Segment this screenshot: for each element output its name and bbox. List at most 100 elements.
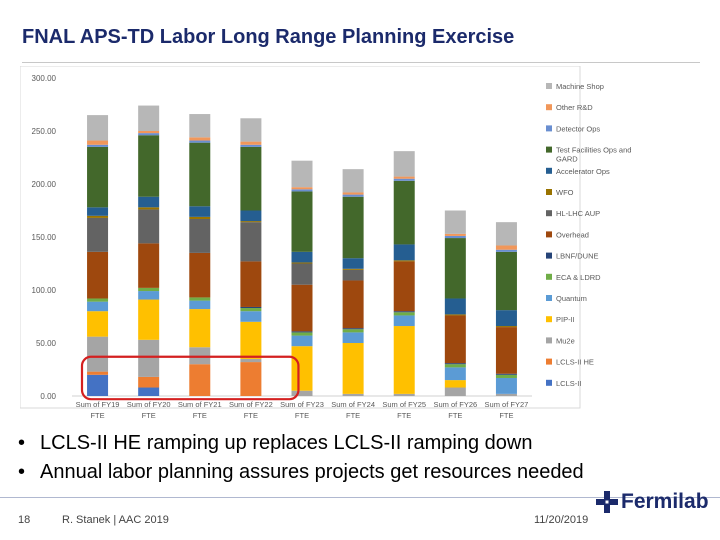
bar-segment: [138, 243, 160, 288]
bar-segment: [87, 301, 109, 312]
footer-date: 11/20/2019: [534, 514, 589, 526]
bar-segment: [87, 215, 109, 218]
bar-segment: [189, 142, 211, 207]
bar-segment: [444, 380, 466, 388]
y-tick-label: 200.00: [32, 180, 57, 189]
legend-label: Overhead: [556, 230, 589, 239]
legend-label: Mu2e: [556, 336, 575, 345]
bar-segment: [444, 364, 466, 368]
bar-segment: [495, 245, 517, 250]
x-tick-label: Sum of FY27: [485, 400, 529, 409]
x-tick-label: Sum of FY20: [127, 400, 171, 409]
bullet-item: • Annual labor planning assures projects …: [18, 461, 584, 483]
bar-segment: [189, 297, 211, 301]
bar-segment: [240, 311, 262, 322]
bar-segment: [444, 210, 466, 234]
bar-segment: [342, 280, 364, 329]
bar-segment: [444, 367, 466, 381]
legend-label: Test Facilities Ops and: [556, 146, 631, 155]
legend-swatch: [546, 146, 552, 153]
bar-segment: [240, 362, 262, 396]
bar-segment: [444, 233, 466, 236]
chart-legend: Machine Shop Other R&D Detector Ops Test Fa…: [546, 82, 631, 388]
bar-segment: [393, 315, 415, 327]
bar-segment: [291, 191, 313, 252]
bar-segment: [291, 160, 313, 188]
legend-swatch: [546, 167, 552, 174]
bar-segment: [342, 343, 364, 394]
fermilab-logo-icon: [596, 491, 618, 513]
bar-segment: [240, 141, 262, 145]
bar-segment: [393, 326, 415, 394]
legend-swatch: [546, 295, 552, 301]
bar-segment: [291, 390, 313, 396]
legend-label: Detector Ops: [556, 124, 600, 133]
x-tick-label: FTE: [295, 411, 309, 420]
bar-segment: [240, 146, 262, 211]
bar-segment: [291, 262, 313, 264]
bar-segment: [444, 298, 466, 315]
bar-segment: [444, 363, 466, 365]
bar-segment: [87, 374, 109, 396]
bar-segment: [189, 140, 211, 143]
bar-segment: [495, 326, 517, 328]
bar-segment: [444, 238, 466, 299]
bar-segment: [393, 261, 415, 312]
bar-segment: [87, 115, 109, 141]
bar-segment: [495, 393, 517, 396]
x-tick-label: FTE: [90, 411, 104, 420]
highlight-box: [80, 355, 300, 401]
bar-segment: [291, 335, 313, 347]
bar-segment: [342, 269, 364, 281]
bar-segment: [495, 251, 517, 311]
legend-label: HL-LHC AUP: [556, 209, 600, 218]
bar-segment: [240, 144, 262, 147]
bar-segment: [189, 364, 211, 396]
bar-segment: [87, 298, 109, 302]
y-tick-label: 150.00: [32, 233, 57, 242]
bar-segment: [393, 312, 415, 316]
bar-segment: [291, 189, 313, 192]
bar-segment: [138, 299, 160, 340]
y-tick-label: 0.00: [40, 392, 56, 401]
bar-segment: [495, 327, 517, 374]
bar-segment: [87, 217, 109, 252]
x-tick-label: FTE: [397, 411, 411, 420]
bar-segment: [138, 287, 160, 292]
bar-segment: [138, 196, 160, 208]
x-tick-label: FTE: [142, 411, 156, 420]
bar-segment: [189, 218, 211, 253]
bar-segment: [291, 346, 313, 391]
bar-segment: [342, 196, 364, 259]
chart-border: [20, 66, 581, 409]
bar-segment: [444, 314, 466, 316]
legend-swatch: [546, 379, 552, 386]
bar-segment: [495, 374, 517, 378]
x-tick-label: Sum of FY25: [382, 400, 426, 409]
x-tick-label: FTE: [193, 411, 207, 420]
legend-label: LCLS-II HE: [556, 358, 594, 367]
x-tick-label: Sum of FY24: [331, 400, 375, 409]
bar-segment: [240, 358, 262, 363]
bullet-item: • LCLS-II HE ramping up replaces LCLS-II …: [18, 432, 533, 454]
stacked-bar-chart: 0.0050.00100.00150.00200.00250.00300.00 …: [20, 66, 631, 420]
slide-title: FNAL APS-TD Labor Long Range Planning Ex…: [22, 26, 515, 48]
bar-segment: [393, 311, 415, 313]
bar-segment: [138, 133, 160, 136]
bar-segment: [138, 207, 160, 210]
bullet-text: Annual labor planning assures projects g…: [40, 461, 584, 483]
footer-author: R. Stanek | AAC 2019: [62, 514, 169, 526]
x-tick-label: Sum of FY19: [76, 400, 120, 409]
legend-swatch: [546, 83, 552, 89]
bar-segment: [87, 146, 109, 208]
y-tick-label: 50.00: [36, 339, 57, 348]
bar-segment: [138, 291, 160, 300]
bar-segment: [87, 144, 109, 147]
legend-swatch: [546, 316, 552, 323]
bar-segment: [342, 393, 364, 396]
legend-swatch: [546, 231, 552, 238]
bar-segment: [138, 376, 160, 388]
bar-segment: [495, 377, 517, 394]
bar-segment: [189, 309, 211, 348]
x-tick-label: FTE: [244, 411, 258, 420]
